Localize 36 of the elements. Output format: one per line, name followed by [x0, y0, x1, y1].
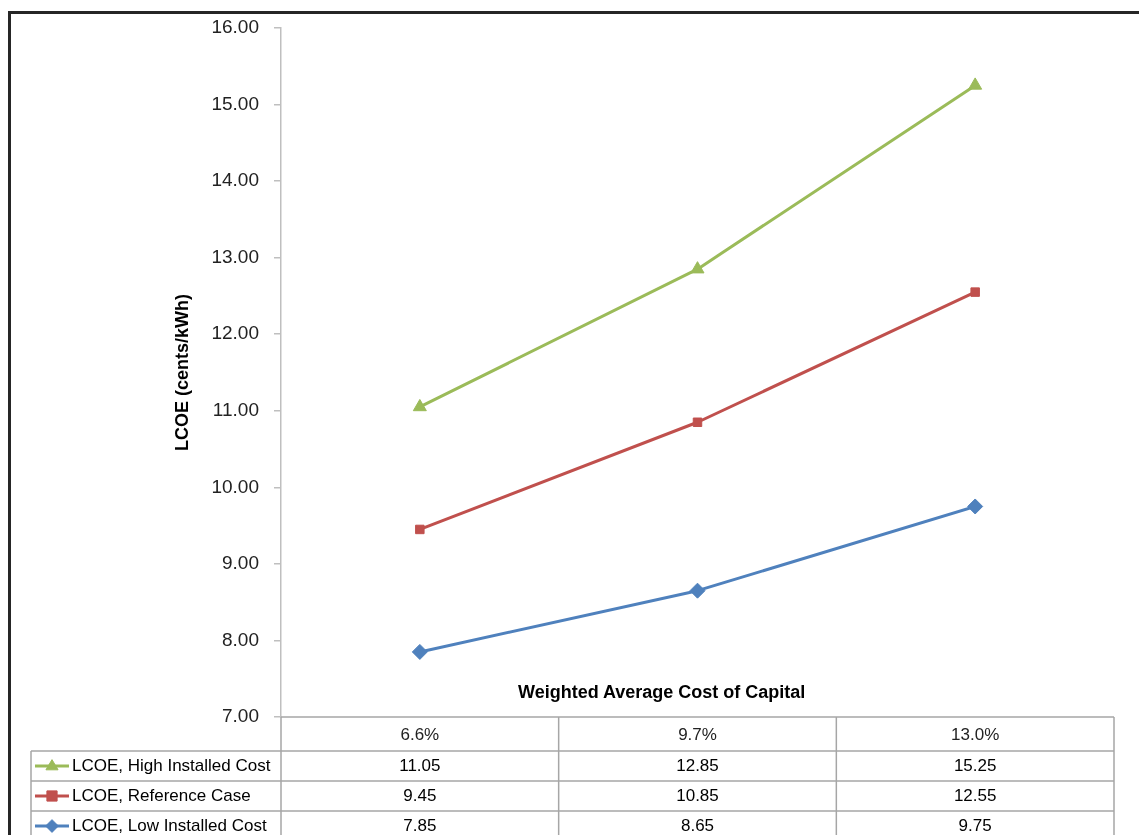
- y-tick-label: 13.00: [211, 245, 259, 267]
- data-label: 10.85: [676, 785, 719, 805]
- point: [412, 398, 427, 412]
- data-label: 15.25: [953, 755, 997, 775]
- y-tick-label: 10.00: [211, 475, 259, 497]
- data-label: 9.75: [958, 815, 992, 835]
- data-label: 12.55: [953, 785, 997, 805]
- point: [692, 417, 703, 427]
- data-label: 9.45: [403, 785, 437, 805]
- legend-label: LCOE, Reference Case: [72, 785, 251, 805]
- data-label: 11.05: [399, 755, 441, 775]
- point: [411, 643, 428, 660]
- y-axis-title: LCOE (cents/kWh): [171, 293, 192, 452]
- point: [968, 77, 983, 90]
- data-label: 8.65: [680, 815, 715, 835]
- point: [689, 582, 706, 599]
- point: [967, 498, 984, 515]
- y-tick-label: 16.00: [211, 16, 259, 38]
- point: [415, 524, 425, 535]
- y-tick-label: 9.00: [222, 552, 259, 574]
- x-axis-title: Weighted Average Cost of Capital: [517, 681, 806, 702]
- y-tick-label: 8.00: [222, 628, 259, 650]
- y-tick-label: 7.00: [222, 705, 259, 727]
- y-tick-label: 11.00: [212, 399, 259, 421]
- y-tick-label: 15.00: [211, 92, 259, 114]
- y-tick-label: 14.00: [211, 169, 259, 191]
- point: [970, 287, 980, 297]
- data-label: 12.85: [676, 755, 719, 775]
- x-tick-label: 6.6%: [400, 724, 440, 744]
- data-label: 7.85: [403, 815, 437, 835]
- legend-label: LCOE, Low Installed Cost: [72, 815, 267, 835]
- point: [690, 261, 705, 274]
- x-tick-label: 13.0%: [951, 724, 1000, 744]
- y-tick-label: 12.00: [211, 322, 259, 344]
- x-tick-label: 9.7%: [678, 724, 717, 744]
- legend-label: LCOE, High Installed Cost: [72, 755, 271, 775]
